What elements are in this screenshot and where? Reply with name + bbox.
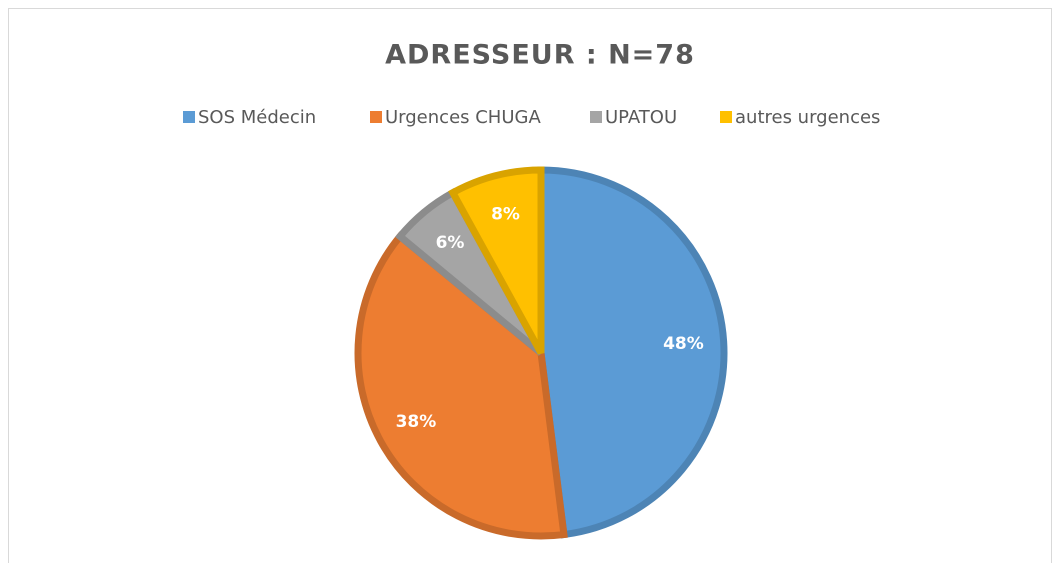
pie-slice: [537, 166, 728, 539]
data-label: 8%: [491, 205, 520, 225]
legend-swatch: [370, 111, 382, 123]
chart-title: ADRESSEUR : N=78: [385, 40, 695, 71]
data-label: 38%: [396, 412, 437, 432]
legend-swatch: [590, 111, 602, 123]
data-label: 48%: [663, 334, 704, 354]
legend-label: Urgences CHUGA: [385, 107, 541, 128]
legend-label: UPATOU: [605, 107, 677, 128]
legend-swatch: [183, 111, 195, 123]
legend-swatch: [720, 111, 732, 123]
legend-label: autres urgences: [735, 107, 880, 128]
data-label: 6%: [436, 233, 465, 253]
pie-slice: [448, 166, 545, 355]
legend-label: SOS Médecin: [198, 107, 316, 128]
pie-slice: [354, 231, 568, 540]
